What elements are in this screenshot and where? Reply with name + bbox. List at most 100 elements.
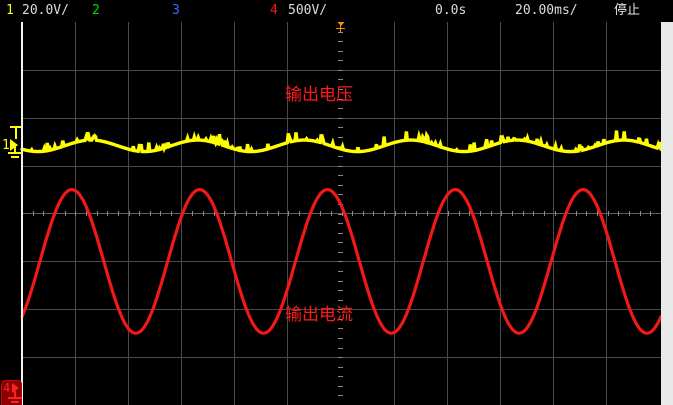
axis-tick [338, 118, 343, 119]
axis-tick [338, 242, 343, 243]
channel-2-indicator[interactable]: 2 [92, 3, 100, 18]
axis-tick [338, 328, 343, 329]
channel-4-indicator[interactable]: 4 [270, 3, 278, 18]
channel-4-ground-marker[interactable]: 4 [1, 380, 22, 405]
axis-tick [338, 367, 343, 368]
axis-tick [338, 185, 343, 186]
annotation-output-voltage: 输出电压 [285, 85, 353, 105]
axis-tick [608, 211, 609, 216]
axis-tick [363, 211, 364, 216]
axis-tick [597, 211, 598, 216]
axis-tick [97, 211, 98, 216]
time-scale-readout[interactable]: 20.00ms/ [515, 3, 578, 18]
ground-symbol-stem [14, 145, 16, 153]
axis-tick [338, 51, 343, 52]
waveform-trace-channel-1 [20, 129, 661, 154]
axis-tick [338, 300, 343, 301]
axis-tick [267, 211, 268, 216]
ground-symbol-bar-2 [11, 401, 19, 403]
graticule: 输出电压 输出电流 1 4 [0, 22, 661, 405]
axis-tick [384, 211, 385, 216]
axis-tick [338, 89, 343, 90]
axis-tick [338, 319, 343, 320]
trigger-position-marker-icon[interactable] [333, 22, 349, 26]
axis-tick [33, 211, 34, 216]
axis-tick [586, 211, 587, 216]
axis-tick [533, 211, 534, 216]
axis-tick [491, 211, 492, 216]
axis-tick [338, 290, 343, 291]
axis-tick [338, 395, 343, 396]
axis-tick [405, 211, 406, 216]
axis-tick [338, 348, 343, 349]
ground-symbol-stem [14, 391, 16, 397]
time-offset-readout[interactable]: 0.0s [435, 3, 467, 18]
axis-tick [618, 211, 619, 216]
ground-symbol-bar-1 [8, 397, 22, 399]
axis-tick [338, 166, 343, 167]
waveform-display-area[interactable]: 输出电压 输出电流 1 4 [0, 22, 673, 405]
axis-tick [235, 211, 236, 216]
axis-tick [338, 309, 343, 310]
axis-tick [338, 223, 343, 224]
axis-tick [338, 271, 343, 272]
axis-tick [427, 211, 428, 216]
axis-tick [338, 261, 343, 262]
channel-3-indicator[interactable]: 3 [172, 3, 180, 18]
axis-tick [501, 211, 502, 216]
axis-tick [65, 211, 66, 216]
annotation-output-current: 输出电流 [285, 305, 353, 325]
axis-tick [118, 211, 119, 216]
channel-1-scale[interactable]: 20.0V/ [22, 3, 69, 18]
axis-tick [107, 211, 108, 216]
channel-4-marker-label: 4 [3, 381, 11, 395]
axis-tick [395, 211, 396, 216]
axis-tick [150, 211, 151, 216]
axis-tick [338, 70, 343, 71]
axis-tick [338, 338, 343, 339]
axis-tick [338, 41, 343, 42]
axis-tick [576, 211, 577, 216]
channel-1-indicator[interactable]: 1 [6, 3, 14, 18]
axis-tick [192, 211, 193, 216]
axis-tick [338, 357, 343, 358]
axis-tick [338, 127, 343, 128]
axis-tick [299, 211, 300, 216]
channel-1-ground-marker[interactable]: 1 [2, 126, 22, 166]
axis-tick [512, 211, 513, 216]
axis-tick [129, 211, 130, 216]
trigger-marker-cross [336, 28, 345, 29]
axis-tick [650, 211, 651, 216]
axis-tick [246, 211, 247, 216]
waveform-traces [20, 129, 661, 335]
axis-tick [338, 108, 343, 109]
axis-tick [338, 233, 343, 234]
axis-tick [338, 281, 343, 282]
axis-tick [338, 214, 343, 215]
axis-tick [338, 99, 343, 100]
right-border-strip [661, 22, 673, 405]
status-bar: 1 20.0V/ 2 3 4 500V/ 0.0s 20.00ms/ 停止 [0, 0, 673, 22]
axis-tick [459, 211, 460, 216]
axis-tick [224, 211, 225, 216]
axis-tick [214, 211, 215, 216]
axis-tick [338, 137, 343, 138]
axis-tick [75, 211, 76, 216]
channel-4-pointer-icon [12, 383, 19, 393]
channel-4-scale[interactable]: 500V/ [288, 3, 328, 18]
axis-tick [160, 211, 161, 216]
axis-tick [331, 211, 332, 216]
left-gutter [0, 22, 21, 405]
ground-symbol-bar-1 [8, 152, 22, 154]
axis-tick [338, 156, 343, 157]
axis-tick [338, 79, 343, 80]
axis-tick [640, 211, 641, 216]
axis-tick [342, 211, 343, 216]
run-state-label[interactable]: 停止 [614, 3, 641, 18]
axis-tick [338, 252, 343, 253]
axis-tick [544, 211, 545, 216]
axis-tick [373, 211, 374, 216]
axis-tick [416, 211, 417, 216]
left-boundary-line [21, 22, 23, 405]
ground-symbol-bar-2 [11, 156, 19, 158]
